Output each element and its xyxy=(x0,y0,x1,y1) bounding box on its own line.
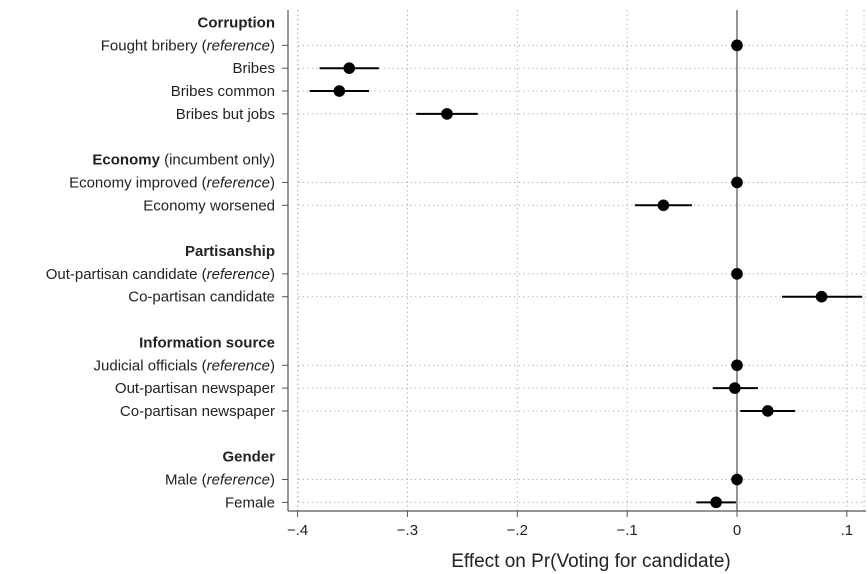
group-header: Gender xyxy=(222,449,275,466)
point-estimate xyxy=(731,39,743,52)
point-estimate xyxy=(731,268,743,280)
row-label-reference: reference xyxy=(207,357,270,374)
row-label: Co-partisan newspaper xyxy=(120,403,275,420)
x-axis-title: Effect on Pr(Voting for candidate) xyxy=(451,551,731,572)
group-header: Corruption xyxy=(198,15,275,32)
point-estimate xyxy=(333,85,346,97)
row-label-text: Out-partisan candidate ( xyxy=(46,266,207,283)
x-tick-label: −.1 xyxy=(617,522,638,539)
row-label-text: Co-partisan newspaper xyxy=(120,403,275,420)
point-estimate xyxy=(815,290,828,303)
row-label: Female xyxy=(225,494,275,511)
row-label: Fought bribery (reference) xyxy=(101,37,275,54)
row-label: Male (reference) xyxy=(165,472,275,489)
row-label: Economy improved (reference) xyxy=(69,174,275,191)
row-label-text: Bribes common xyxy=(171,83,275,100)
row-label: Out-partisan candidate (reference) xyxy=(46,266,275,283)
x-tick-label: −.2 xyxy=(507,522,528,539)
x-tick-labels: −.4 −.3 −.2 −.1 0 .1 xyxy=(287,522,853,539)
point-estimate xyxy=(710,496,722,509)
group-header: Partisanship xyxy=(185,243,275,260)
group-header-title: Gender xyxy=(222,449,275,466)
row-label: Bribes common xyxy=(171,83,275,100)
grid-lines xyxy=(297,10,866,511)
row-label: Judicial officials (reference) xyxy=(94,357,275,374)
x-tick-label: −.4 xyxy=(287,522,308,539)
axes xyxy=(282,10,866,517)
row-label-text: Judicial officials ( xyxy=(94,357,207,374)
point-estimate xyxy=(731,359,743,372)
group-header: Economy (incumbent only) xyxy=(92,152,275,169)
row-label-reference: reference xyxy=(207,174,270,191)
row-label-text: Male ( xyxy=(165,472,207,489)
row-label-reference: reference xyxy=(207,37,270,54)
row-label-reference: reference xyxy=(207,472,270,489)
group-header-title: Partisanship xyxy=(185,243,275,260)
row-label-text: Bribes xyxy=(232,60,275,77)
row-label-close: ) xyxy=(270,37,275,54)
x-tick-label: 0 xyxy=(733,522,741,539)
row-label-text: Economy worsened xyxy=(143,197,275,214)
row-label: Out-partisan newspaper xyxy=(115,380,275,397)
group-header-title: Corruption xyxy=(198,15,275,32)
row-label-text: Out-partisan newspaper xyxy=(115,380,275,397)
row-label-close: ) xyxy=(270,357,275,374)
row-label-close: ) xyxy=(270,174,275,191)
point-estimate xyxy=(761,405,774,417)
point-estimate xyxy=(657,199,670,212)
point-estimate xyxy=(441,108,453,120)
group-header-title: Information source xyxy=(139,334,275,351)
row-label-text: Co-partisan candidate xyxy=(128,289,275,306)
point-estimate xyxy=(729,382,741,394)
x-tick-label: .1 xyxy=(841,522,854,539)
row-label-text: Fought bribery ( xyxy=(101,37,207,54)
row-label-text: Economy improved ( xyxy=(69,174,207,191)
row-label-text: Bribes but jobs xyxy=(176,106,275,123)
row-label-reference: reference xyxy=(207,266,270,283)
group-header-title: Economy xyxy=(92,152,160,169)
row-label-text: Female xyxy=(225,494,275,511)
point-estimate xyxy=(343,62,356,74)
point-estimate xyxy=(731,473,743,486)
group-header-note: (incumbent only) xyxy=(160,152,275,169)
confidence-intervals xyxy=(309,67,863,504)
point-estimate xyxy=(731,176,743,189)
point-estimates xyxy=(333,39,828,509)
row-label: Co-partisan candidate xyxy=(128,289,275,306)
row-label: Bribes but jobs xyxy=(176,106,275,123)
x-tick-label: −.3 xyxy=(397,522,418,539)
row-label: Bribes xyxy=(232,60,275,77)
row-label-close: ) xyxy=(270,266,275,283)
row-label: Economy worsened xyxy=(143,197,275,214)
row-label-close: ) xyxy=(270,472,275,489)
group-header: Information source xyxy=(139,334,275,351)
